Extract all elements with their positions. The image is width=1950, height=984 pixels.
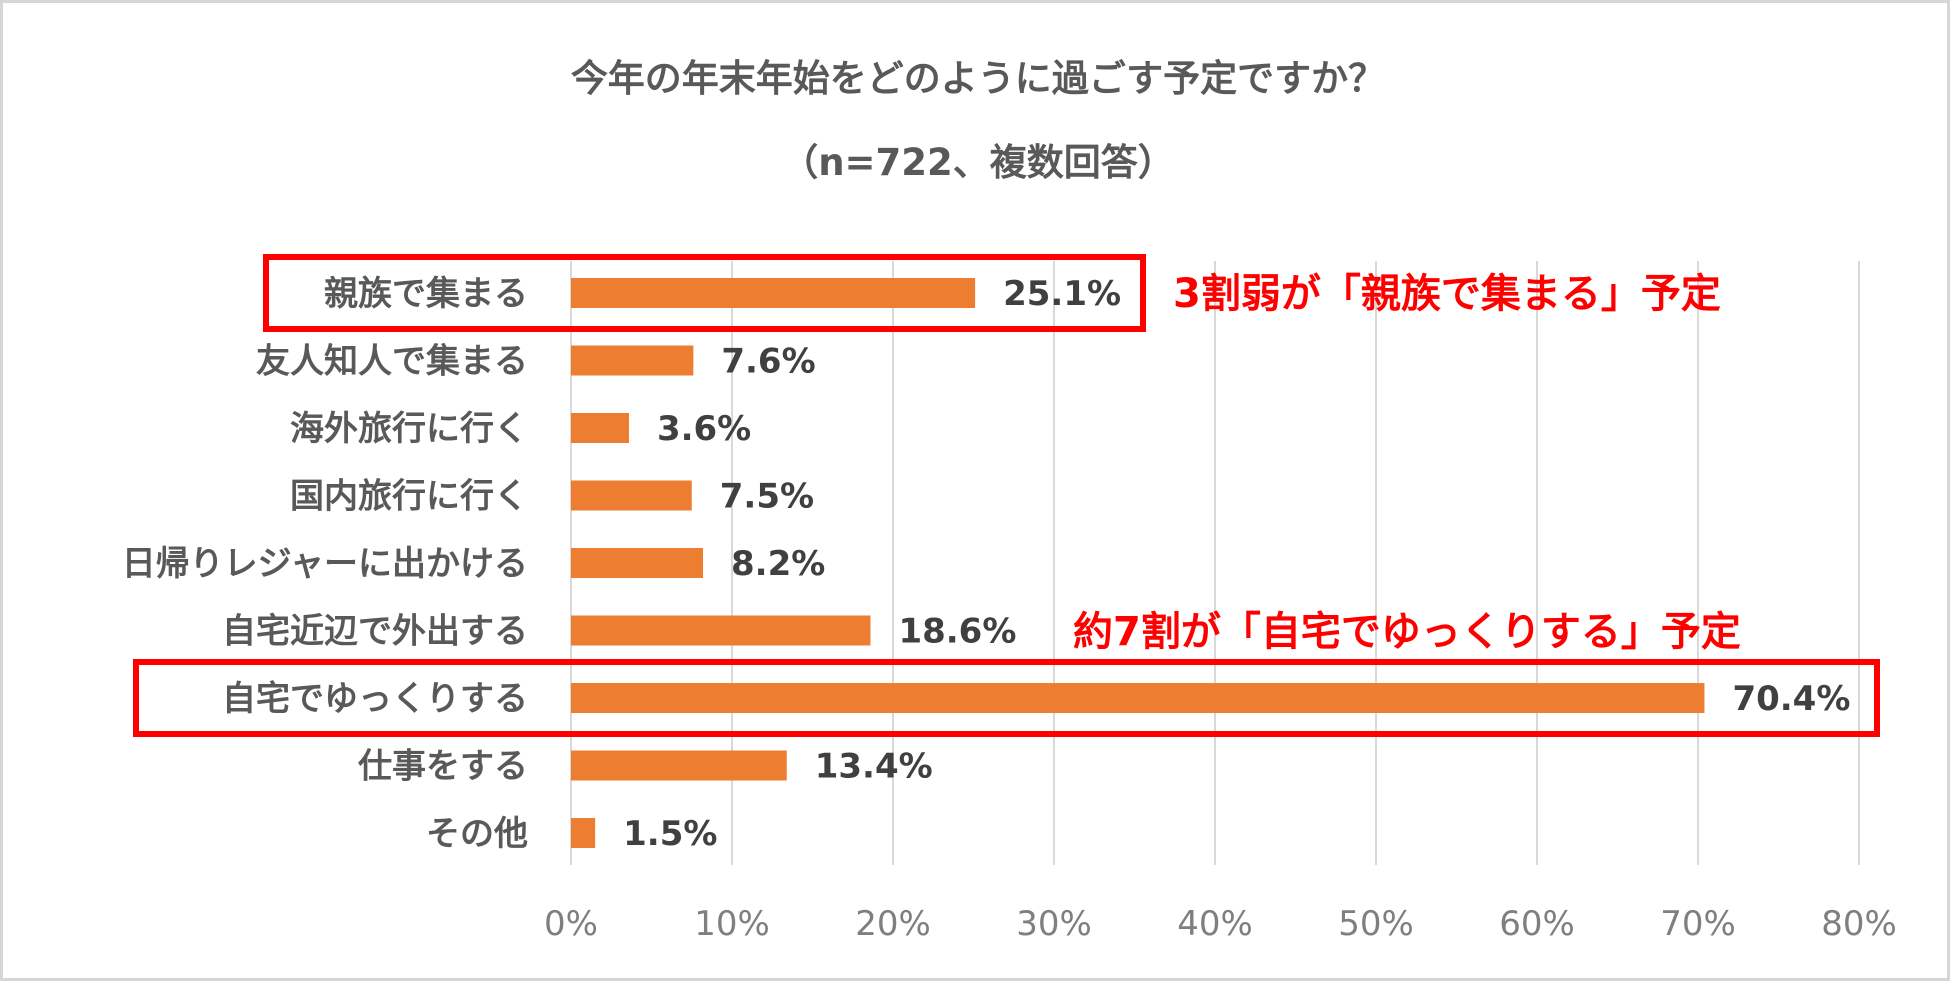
bar-1	[571, 345, 694, 376]
value-label-1: 7.6%	[721, 342, 815, 382]
category-label-0: 親族で集まる	[324, 274, 528, 314]
category-label-3: 国内旅行に行く	[290, 477, 528, 517]
value-label-6: 70.4%	[1732, 679, 1850, 719]
x-tick-label-50: 50%	[1338, 904, 1414, 944]
x-tick-label-80: 80%	[1821, 904, 1897, 944]
value-labels: 25.1% 7.6% 3.6% 7.5% 8.2% 18.6% 70.4% 13.4% 1.5%	[623, 274, 1850, 854]
category-label-6: 自宅でゆっくりする	[222, 679, 528, 719]
bar-4	[571, 548, 704, 578]
bar-3	[571, 480, 692, 511]
value-label-7: 13.4%	[815, 747, 933, 787]
gridlines	[570, 261, 1860, 865]
x-tick-label-20: 20%	[855, 904, 931, 944]
category-label-7: 仕事をする	[358, 747, 528, 787]
category-labels: 親族で集まる友人知人で集まる海外旅行に行く国内旅行に行く日帰りレジャーに出かける…	[122, 274, 528, 854]
value-label-2: 3.6%	[657, 409, 751, 449]
x-tick-label-0: 0%	[544, 904, 598, 944]
x-tick-label-40: 40%	[1177, 904, 1253, 944]
bar-6	[571, 683, 1705, 713]
x-axis-ticks: 0% 10% 20% 30% 40% 50% 60% 70% 80%	[544, 904, 1897, 944]
x-tick-label-60: 60%	[1499, 904, 1575, 944]
annotation-1: 約7割が「自宅でゆっくりする」予定	[1073, 609, 1741, 655]
category-label-1: 友人知人で集まる	[256, 342, 528, 382]
bar-7	[571, 750, 787, 781]
annotation-0: 3割弱が「親族で集まる」予定	[1173, 271, 1721, 317]
value-label-3: 7.5%	[720, 477, 814, 517]
bar-0	[571, 278, 976, 308]
value-label-5: 18.6%	[898, 612, 1016, 652]
highlight-box-1	[133, 659, 1880, 737]
x-tick-label-30: 30%	[1016, 904, 1092, 944]
chart-title: 今年の年末年始をどのように過ごす予定ですか？	[571, 57, 1385, 100]
category-label-5: 自宅近辺で外出する	[222, 612, 528, 652]
value-label-8: 1.5%	[623, 814, 717, 854]
highlight-boxes	[133, 254, 1880, 737]
chart-subtitle: （n=722、複数回答）	[781, 141, 1175, 184]
x-tick-label-10: 10%	[694, 904, 770, 944]
highlight-box-0	[263, 254, 1146, 332]
value-label-0: 25.1%	[1003, 274, 1121, 314]
category-label-2: 海外旅行に行く	[290, 409, 528, 449]
value-label-4: 8.2%	[731, 544, 825, 584]
category-label-8: その他	[426, 814, 528, 854]
category-label-4: 日帰りレジャーに出かける	[122, 544, 528, 584]
x-tick-label-70: 70%	[1660, 904, 1736, 944]
bar-2	[571, 413, 629, 443]
bar-5	[571, 615, 871, 646]
bar-8	[571, 818, 596, 848]
bar-chart: 今年の年末年始をどのように過ごす予定ですか？ （n=722、複数回答） 0% 10…	[122, 57, 1897, 944]
bars	[571, 278, 1705, 848]
